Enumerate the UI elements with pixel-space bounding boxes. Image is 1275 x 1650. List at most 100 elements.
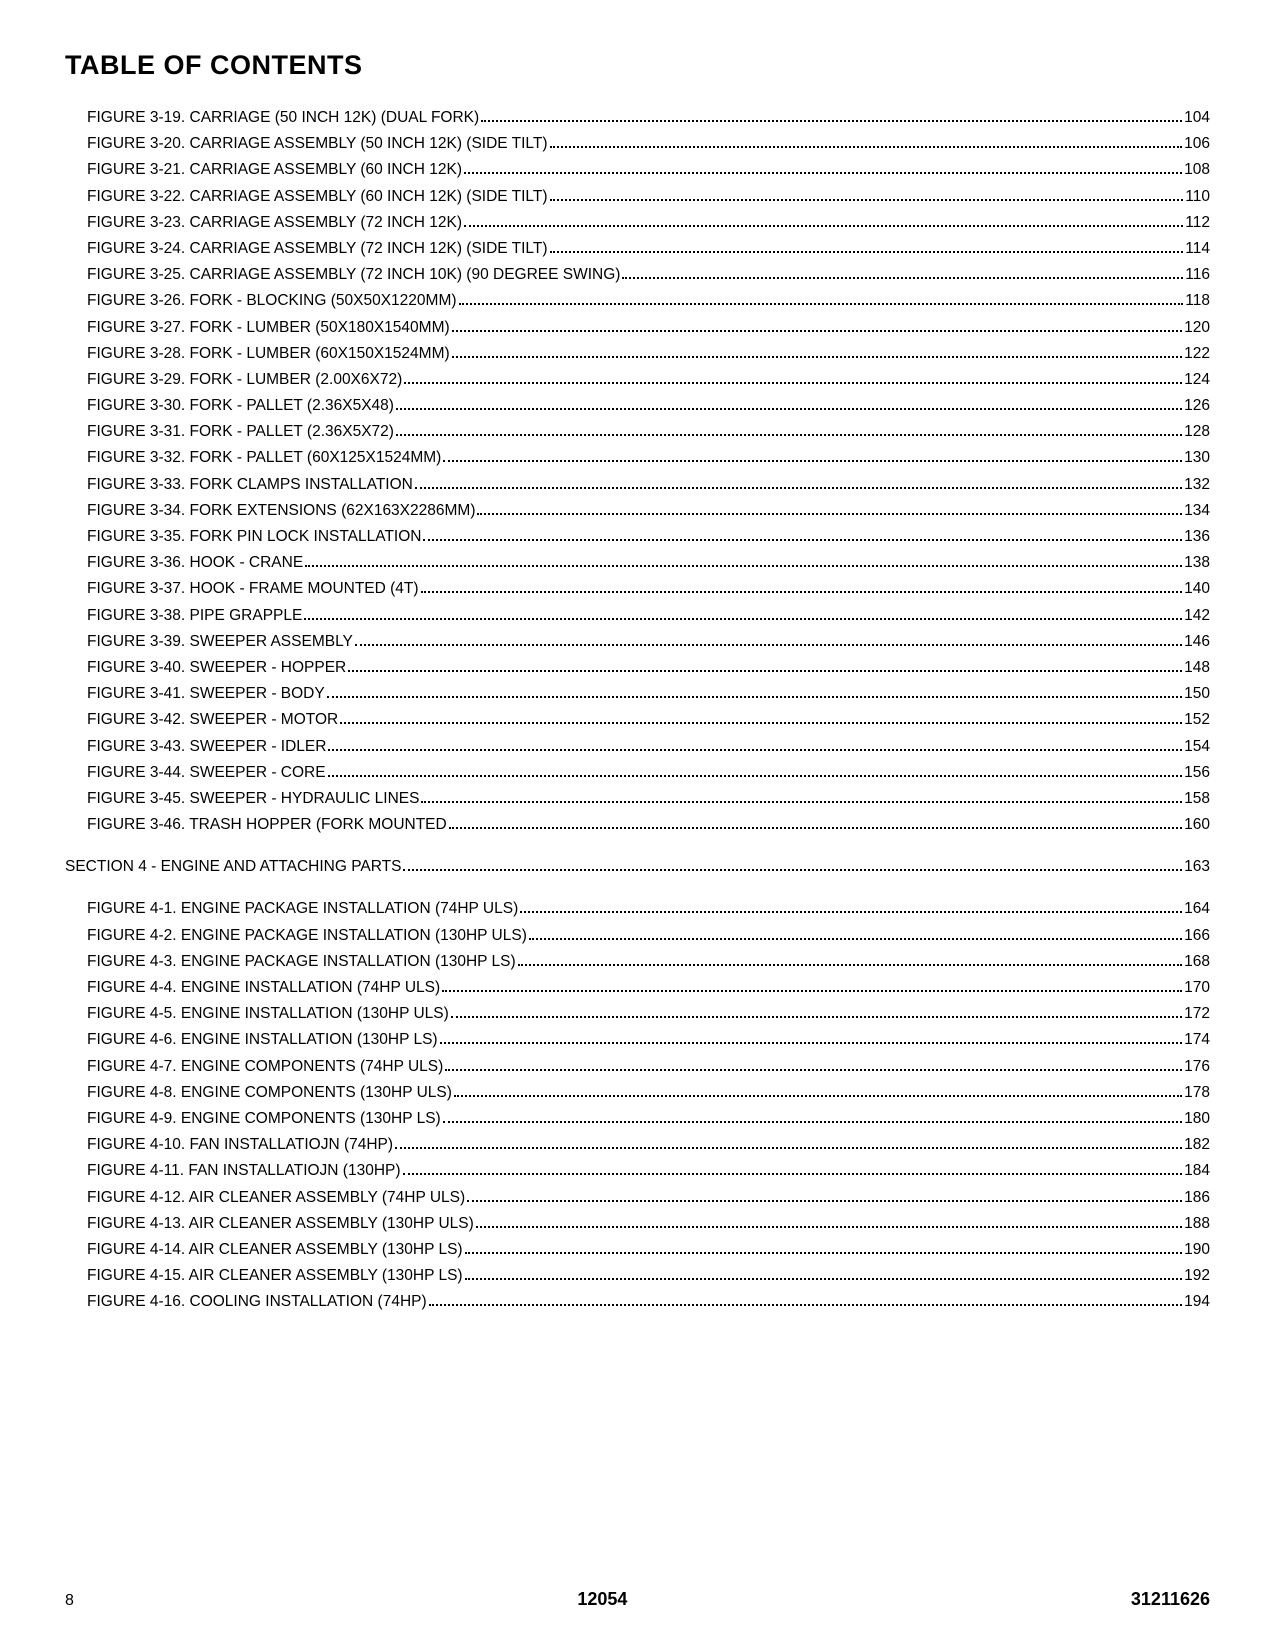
toc-entry: FIGURE 4-8. ENGINE COMPONENTS (130HP ULS… (65, 1084, 1210, 1102)
toc-entry-label: FIGURE 3-44. SWEEPER - CORE (87, 764, 326, 782)
toc-entry: FIGURE 3-24. CARRIAGE ASSEMBLY (72 INCH … (65, 240, 1210, 258)
page-title: TABLE OF CONTENTS (65, 50, 1210, 81)
toc-dot-leader (481, 120, 1182, 122)
footer-center-number: 12054 (577, 1589, 627, 1610)
toc-entry: FIGURE 3-22. CARRIAGE ASSEMBLY (60 INCH … (65, 188, 1210, 206)
toc-dot-leader (442, 990, 1182, 992)
toc-entry: FIGURE 3-28. FORK - LUMBER (60X150X1524M… (65, 345, 1210, 363)
toc-entry-label: FIGURE 4-14. AIR CLEANER ASSEMBLY (130HP… (87, 1241, 463, 1259)
toc-entry-page: 136 (1184, 528, 1210, 546)
toc-dot-leader (415, 487, 1182, 489)
toc-dot-leader (449, 827, 1182, 829)
toc-entry-label: FIGURE 4-15. AIR CLEANER ASSEMBLY (130HP… (87, 1267, 463, 1285)
toc-entry-page: 180 (1184, 1110, 1210, 1128)
toc-entry-page: 154 (1184, 738, 1210, 756)
toc-entry-label: FIGURE 3-33. FORK CLAMPS INSTALLATION (87, 476, 413, 494)
toc-entry-label: FIGURE 3-31. FORK - PALLET (2.36X5X72) (87, 423, 394, 441)
toc-entry-page: 148 (1184, 659, 1210, 677)
toc-entry-label: FIGURE 3-32. FORK - PALLET (60X125X1524M… (87, 449, 441, 467)
toc-entry-page: 184 (1184, 1162, 1210, 1180)
toc-dot-leader (403, 869, 1182, 871)
toc-entry-page: 110 (1185, 188, 1210, 206)
toc-entry-label: FIGURE 3-27. FORK - LUMBER (50X180X1540M… (87, 319, 450, 337)
toc-entry-label: FIGURE 3-41. SWEEPER - BODY (87, 685, 325, 703)
toc-entry-label: FIGURE 3-46. TRASH HOPPER (FORK MOUNTED (87, 816, 447, 834)
toc-dot-leader (476, 1226, 1182, 1228)
toc-entry: FIGURE 4-5. ENGINE INSTALLATION (130HP U… (65, 1005, 1210, 1023)
toc-entry-label: SECTION 4 - ENGINE AND ATTACHING PARTS (65, 858, 401, 876)
toc-entry: FIGURE 4-16. COOLING INSTALLATION (74HP)… (65, 1293, 1210, 1311)
toc-entry: FIGURE 3-39. SWEEPER ASSEMBLY146 (65, 633, 1210, 651)
toc-entry-page: 124 (1184, 371, 1210, 389)
toc-entry-page: 138 (1184, 554, 1210, 572)
toc-gap (65, 884, 1210, 900)
toc-entry-page: 172 (1184, 1005, 1210, 1023)
toc-dot-leader (454, 1095, 1182, 1097)
toc-entry-label: FIGURE 3-19. CARRIAGE (50 INCH 12K) (DUA… (87, 109, 479, 127)
toc-entry-label: FIGURE 3-25. CARRIAGE ASSEMBLY (72 INCH … (87, 266, 620, 284)
toc-entry-page: 163 (1184, 858, 1210, 876)
toc-dot-leader (550, 146, 1183, 148)
toc-entry-page: 166 (1184, 927, 1210, 945)
toc-dot-leader (328, 749, 1182, 751)
toc-entry: FIGURE 3-33. FORK CLAMPS INSTALLATION 132 (65, 476, 1210, 494)
toc-entry: FIGURE 3-37. HOOK - FRAME MOUNTED (4T)14… (65, 580, 1210, 598)
toc-list: FIGURE 3-19. CARRIAGE (50 INCH 12K) (DUA… (65, 109, 1210, 1311)
toc-entry-label: FIGURE 3-23. CARRIAGE ASSEMBLY (72 INCH … (87, 214, 462, 232)
toc-entry: FIGURE 3-41. SWEEPER - BODY150 (65, 685, 1210, 703)
toc-dot-leader (396, 408, 1182, 410)
toc-dot-leader (348, 670, 1182, 672)
toc-entry-page: 182 (1184, 1136, 1210, 1154)
toc-dot-leader (305, 565, 1182, 567)
toc-entry-page: 118 (1185, 292, 1210, 310)
toc-dot-leader (459, 303, 1184, 305)
toc-dot-leader (440, 1042, 1183, 1044)
toc-dot-leader (327, 696, 1182, 698)
toc-dot-leader (452, 356, 1182, 358)
toc-entry-page: 194 (1184, 1293, 1210, 1311)
toc-entry-label: FIGURE 4-4. ENGINE INSTALLATION (74HP UL… (87, 979, 440, 997)
toc-entry-page: 132 (1184, 476, 1210, 494)
toc-entry: FIGURE 3-23. CARRIAGE ASSEMBLY (72 INCH … (65, 214, 1210, 232)
toc-entry-label: FIGURE 3-30. FORK - PALLET (2.36X5X48) (87, 397, 394, 415)
footer-page-number: 8 (65, 1592, 74, 1610)
toc-entry-label: FIGURE 4-3. ENGINE PACKAGE INSTALLATION … (87, 953, 516, 971)
toc-entry: FIGURE 3-42. SWEEPER - MOTOR152 (65, 711, 1210, 729)
toc-entry-label: FIGURE 4-10. FAN INSTALLATIOJN (74HP) (87, 1136, 393, 1154)
toc-entry-page: 120 (1184, 319, 1210, 337)
toc-dot-leader (464, 225, 1183, 227)
toc-entry: FIGURE 4-14. AIR CLEANER ASSEMBLY (130HP… (65, 1241, 1210, 1259)
toc-entry-label: FIGURE 4-11. FAN INSTALLATIOJN (130HP) (87, 1162, 401, 1180)
toc-dot-leader (340, 722, 1182, 724)
toc-gap (65, 842, 1210, 858)
toc-entry-label: FIGURE 3-36. HOOK - CRANE (87, 554, 303, 572)
toc-dot-leader (520, 911, 1182, 913)
toc-entry: FIGURE 3-30. FORK - PALLET (2.36X5X48)12… (65, 397, 1210, 415)
toc-entry-page: 192 (1184, 1267, 1210, 1285)
toc-dot-leader (465, 1252, 1183, 1254)
toc-entry-label: FIGURE 4-6. ENGINE INSTALLATION (130HP L… (87, 1031, 438, 1049)
toc-dot-leader (529, 938, 1182, 940)
toc-entry-label: FIGURE 4-8. ENGINE COMPONENTS (130HP ULS… (87, 1084, 452, 1102)
toc-dot-leader (550, 251, 1184, 253)
toc-dot-leader (465, 1278, 1183, 1280)
toc-dot-leader (464, 172, 1182, 174)
toc-dot-leader (477, 513, 1182, 515)
toc-entry-page: 158 (1184, 790, 1210, 808)
toc-dot-leader (622, 277, 1183, 279)
toc-entry-label: FIGURE 3-43. SWEEPER - IDLER (87, 738, 326, 756)
toc-dot-leader (355, 644, 1182, 646)
toc-dot-leader (395, 1147, 1182, 1149)
toc-entry-label: FIGURE 3-40. SWEEPER - HOPPER (87, 659, 346, 677)
toc-dot-leader (443, 1121, 1182, 1123)
toc-entry-page: 190 (1184, 1241, 1210, 1259)
toc-dot-leader (467, 1200, 1182, 1202)
toc-dot-leader (423, 539, 1182, 541)
toc-entry-label: FIGURE 3-42. SWEEPER - MOTOR (87, 711, 338, 729)
toc-entry: FIGURE 3-46. TRASH HOPPER (FORK MOUNTED1… (65, 816, 1210, 834)
toc-entry-label: FIGURE 4-7. ENGINE COMPONENTS (74HP ULS) (87, 1058, 443, 1076)
toc-entry-label: FIGURE 3-45. SWEEPER - HYDRAULIC LINES (87, 790, 419, 808)
toc-entry-page: 174 (1184, 1031, 1210, 1049)
toc-entry: FIGURE 4-1. ENGINE PACKAGE INSTALLATION … (65, 900, 1210, 918)
toc-entry-page: 134 (1184, 502, 1210, 520)
